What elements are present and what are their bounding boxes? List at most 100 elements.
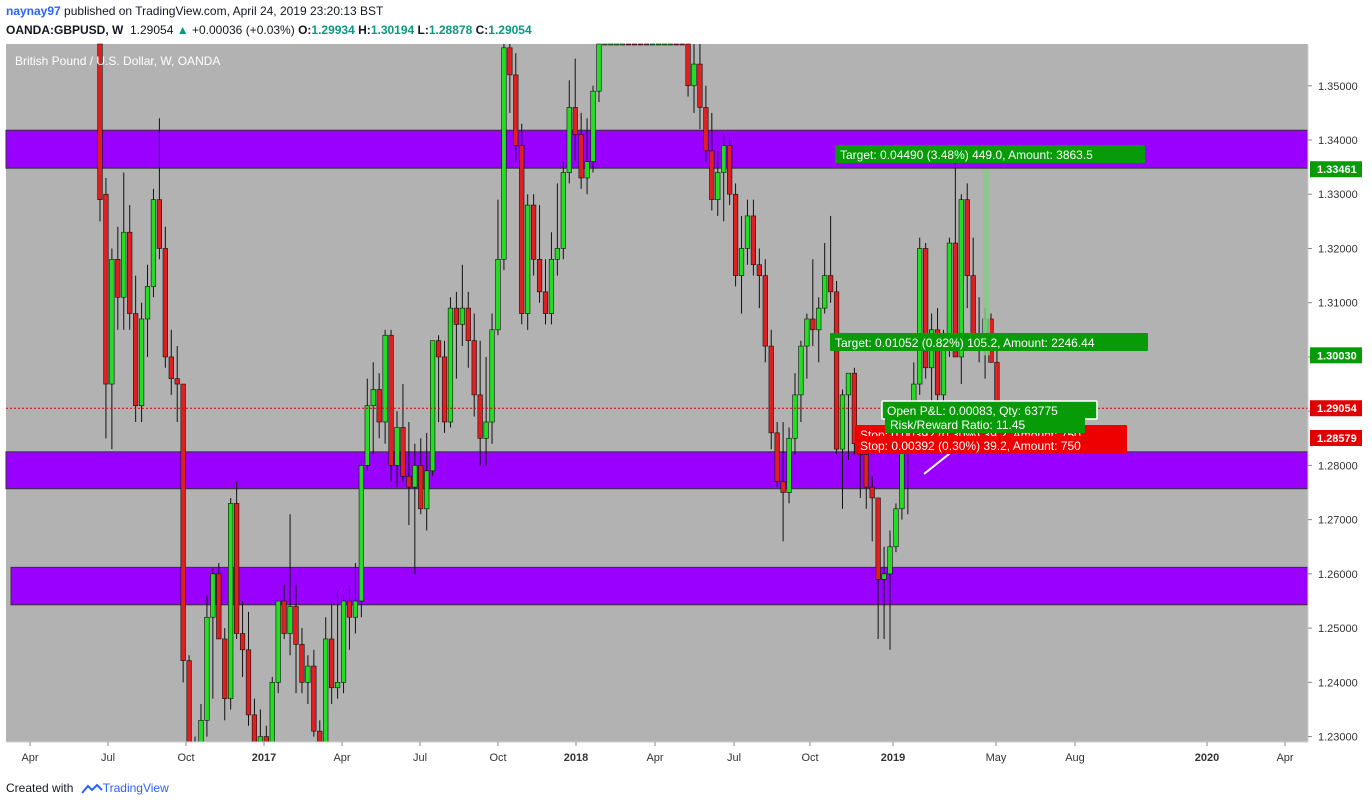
candle-body (323, 638, 329, 743)
x-tick-label: 2018 (564, 752, 588, 764)
candle-body (744, 215, 751, 249)
price-label-bg (1310, 347, 1362, 364)
candle-body (709, 150, 715, 200)
open-pl-label: Open P&L: 0.00083, Qty: 63775 (887, 404, 1058, 418)
candle-body (388, 334, 394, 466)
candle-body (649, 43, 656, 46)
candle-body (293, 606, 299, 645)
candle-body (210, 573, 216, 618)
candle-body (727, 145, 733, 195)
candle-body (204, 616, 210, 721)
candle-body (275, 600, 281, 683)
candle-body (412, 465, 418, 488)
author-link[interactable]: naynay97 (6, 4, 61, 18)
y-tick-label: 1.25000 (1318, 623, 1358, 635)
x-tick-label: Apr (1276, 752, 1293, 764)
candle-body (560, 172, 566, 249)
candle-body (459, 307, 465, 325)
y-tick-label: 1.26000 (1318, 569, 1358, 581)
footer: Created with TradingView (6, 781, 169, 795)
x-tick-label: Jul (413, 752, 427, 764)
price-label-bg (1310, 430, 1362, 447)
low-value: 1.28878 (428, 23, 473, 37)
y-tick-label: 1.23000 (1318, 732, 1358, 744)
price-axis[interactable] (1308, 44, 1372, 742)
candle-body (263, 736, 269, 743)
candle-body (489, 329, 495, 423)
time-axis-ticks: Apr Jul Oct 2017 Apr Jul Oct 2018 Apr Jul Oct 2019 M… (21, 742, 1294, 764)
candle-body (257, 736, 263, 743)
candle-body (750, 215, 756, 266)
candle-body (626, 43, 632, 46)
y-tick-label: 1.34000 (1318, 135, 1358, 147)
tradingview-brand[interactable]: TradingView (102, 781, 169, 795)
candle-body (245, 649, 252, 716)
time-axis[interactable] (6, 742, 1308, 770)
candle-body (430, 340, 436, 472)
target-1-label: Target: 0.04490 (3.48%) 449.0, Amount: 3… (840, 148, 1093, 162)
close-value: 1.29054 (488, 23, 532, 37)
candle-body (394, 427, 400, 466)
candle-body (828, 275, 834, 293)
published-text: published on TradingView.com, April 24, … (64, 4, 384, 18)
risk-reward-label-bg (885, 417, 1085, 433)
x-tick-label: 2019 (881, 752, 905, 764)
candle-body (370, 389, 376, 407)
y-tick-label: 1.35000 (1318, 81, 1358, 93)
candle-body (281, 600, 287, 634)
candle-body (620, 43, 626, 46)
candle-body (127, 231, 133, 314)
candle-body (798, 345, 804, 396)
candle-body (507, 47, 513, 76)
x-tick-label: Jul (727, 752, 741, 764)
candle-body (477, 394, 483, 439)
price-labels: 1.33461 1.30030 1.29054 1.28579 (1310, 161, 1362, 447)
price-label: 1.28579 (1317, 433, 1357, 445)
candle-body (198, 720, 204, 743)
x-tick-label: Apr (21, 752, 38, 764)
candle-body (364, 405, 370, 466)
candle-body (311, 665, 317, 732)
candle-body (109, 259, 115, 385)
candle-body (685, 43, 691, 87)
candle-body (525, 204, 531, 314)
candle-body (501, 47, 507, 260)
candle-body (406, 475, 412, 488)
candle-body (269, 682, 275, 743)
candle-body (608, 43, 614, 46)
candle-body (738, 248, 745, 276)
candle-body (156, 199, 163, 249)
candle-body (691, 63, 697, 87)
candle-body (661, 43, 667, 46)
open-label: O: (298, 23, 312, 37)
candle-body (786, 437, 792, 493)
symbol-info: OANDA:GBPUSD, W 1.29054 ▲ +0.00036 (+0.0… (6, 23, 532, 37)
high-value: 1.30194 (370, 23, 415, 37)
candle-body (548, 259, 555, 314)
candle-body (822, 275, 828, 309)
candle-body (400, 427, 406, 477)
x-tick-label: Oct (489, 752, 506, 764)
candle-body (578, 134, 584, 179)
candle-body (531, 204, 537, 260)
position-tool[interactable]: Target: 0.04490 (3.48%) 449.0, Amount: 3… (6, 145, 1308, 475)
candle-body (495, 259, 501, 331)
x-tick-label: Jul (101, 752, 115, 764)
candle-body (590, 90, 596, 162)
candle-body (299, 644, 305, 683)
candle-body (424, 470, 430, 510)
candle-body (934, 329, 941, 396)
candle-body (317, 730, 323, 743)
risk-reward-label: Risk/Reward Ratio: 11.45 (890, 418, 1025, 432)
candle-body (222, 638, 228, 699)
y-tick-label: 1.24000 (1318, 677, 1358, 689)
y-tick-label: 1.33000 (1318, 189, 1358, 201)
stop-label: Stop: 0.00392 (0.30%) 39.2, Amount: 750 (860, 439, 1081, 453)
created-with-text: Created with (6, 781, 74, 795)
candle-body (792, 394, 798, 439)
candle-body (216, 573, 222, 640)
candle-body (483, 421, 489, 439)
candle-body (115, 259, 121, 298)
candle-body (780, 481, 786, 493)
